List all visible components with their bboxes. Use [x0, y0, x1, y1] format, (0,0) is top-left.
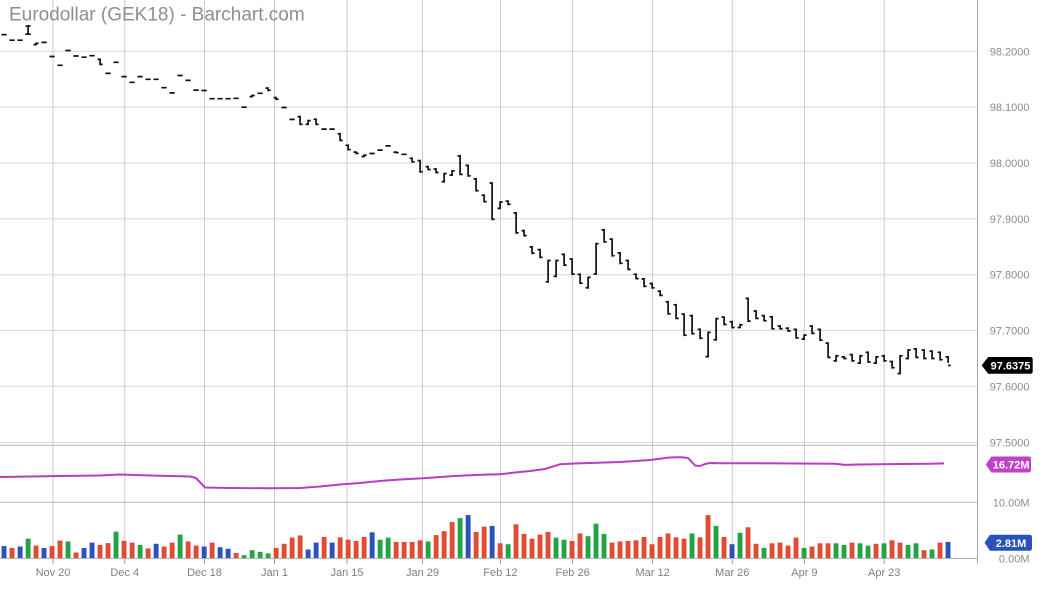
svg-text:98.2000: 98.2000: [990, 46, 1030, 58]
svg-text:Nov 20: Nov 20: [36, 567, 71, 579]
svg-text:0.00M: 0.00M: [999, 553, 1030, 565]
svg-text:97.6375: 97.6375: [991, 360, 1031, 372]
svg-text:Jan 29: Jan 29: [406, 567, 439, 579]
svg-text:98.0000: 98.0000: [990, 158, 1030, 170]
svg-text:Eurodollar (GEK18) - Barchart.: Eurodollar (GEK18) - Barchart.com: [9, 5, 305, 26]
svg-text:97.8000: 97.8000: [990, 270, 1030, 282]
svg-text:Feb 26: Feb 26: [555, 567, 589, 579]
svg-text:97.7000: 97.7000: [990, 326, 1030, 338]
svg-text:Dec 4: Dec 4: [110, 567, 139, 579]
svg-text:Dec 18: Dec 18: [187, 567, 222, 579]
svg-text:Mar 12: Mar 12: [635, 567, 669, 579]
svg-text:2.81M: 2.81M: [996, 538, 1027, 550]
svg-text:97.5000: 97.5000: [990, 437, 1030, 449]
svg-text:Apr 23: Apr 23: [868, 567, 900, 579]
svg-text:97.6000: 97.6000: [990, 381, 1030, 393]
svg-text:Apr 9: Apr 9: [791, 567, 817, 579]
svg-text:98.1000: 98.1000: [990, 102, 1030, 114]
svg-text:Jan 1: Jan 1: [261, 567, 288, 579]
svg-text:Feb 12: Feb 12: [483, 567, 517, 579]
svg-text:16.72M: 16.72M: [993, 460, 1030, 472]
svg-text:97.9000: 97.9000: [990, 214, 1030, 226]
svg-text:Jan 15: Jan 15: [330, 567, 363, 579]
svg-text:Mar 26: Mar 26: [715, 567, 749, 579]
svg-text:10.00M: 10.00M: [993, 497, 1030, 509]
